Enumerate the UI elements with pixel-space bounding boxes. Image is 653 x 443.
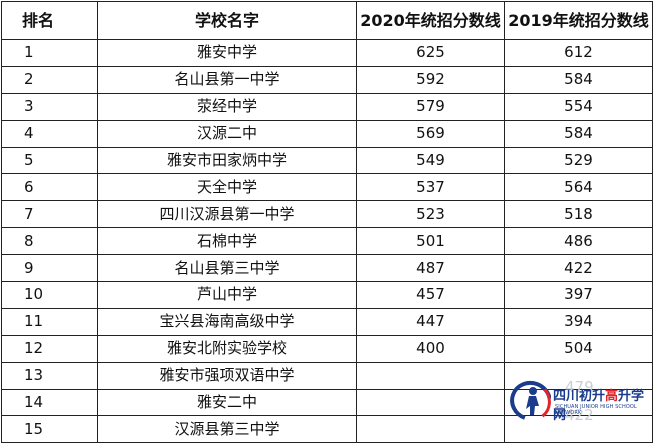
header-2019-score: 2019年统招分数线 [505, 2, 653, 40]
rank-cell: 10 [2, 282, 98, 309]
table-row: 7 四川汉源县第一中学 523 518 [2, 201, 653, 228]
rank-cell: 5 [2, 147, 98, 174]
score-2019-cell: 584 [505, 120, 653, 147]
school-name-cell: 天全中学 [98, 174, 357, 201]
school-name-cell: 芦山中学 [98, 282, 357, 309]
rank-cell: 2 [2, 66, 98, 93]
score-2020-cell: 549 [357, 147, 505, 174]
score-2019-cell: 518 [505, 201, 653, 228]
rank-cell: 15 [2, 416, 98, 443]
score-2020-cell [357, 416, 505, 443]
rank-cell: 3 [2, 93, 98, 120]
score-2019-cell: 554 [505, 93, 653, 120]
rank-cell: 14 [2, 389, 98, 416]
table-row: 14 雅安二中 [2, 389, 653, 416]
score-2020-cell: 487 [357, 255, 505, 282]
rank-cell: 11 [2, 308, 98, 335]
school-name-cell: 石棉中学 [98, 228, 357, 255]
score-2020-cell: 625 [357, 40, 505, 67]
rank-cell: 1 [2, 40, 98, 67]
score-2019-cell [505, 389, 653, 416]
table-row: 9 名山县第三中学 487 422 [2, 255, 653, 282]
table-row: 6 天全中学 537 564 [2, 174, 653, 201]
score-2019-cell: 584 [505, 66, 653, 93]
table-row: 11 宝兴县海南高级中学 447 394 [2, 308, 653, 335]
rank-cell: 13 [2, 362, 98, 389]
table-row: 10 芦山中学 457 397 [2, 282, 653, 309]
rank-cell: 12 [2, 335, 98, 362]
table-header-row: 排名 学校名字 2020年统招分数线 2019年统招分数线 [2, 2, 653, 40]
header-rank: 排名 [2, 2, 98, 40]
score-2020-cell: 457 [357, 282, 505, 309]
school-name-cell: 汉源二中 [98, 120, 357, 147]
score-2020-cell: 501 [357, 228, 505, 255]
score-2020-cell: 523 [357, 201, 505, 228]
score-2019-cell: 486 [505, 228, 653, 255]
school-name-cell: 名山县第三中学 [98, 255, 357, 282]
school-name-cell: 雅安北附实验学校 [98, 335, 357, 362]
rank-cell: 6 [2, 174, 98, 201]
header-2020-score: 2020年统招分数线 [357, 2, 505, 40]
score-2019-cell: 422 [505, 255, 653, 282]
score-2020-cell: 569 [357, 120, 505, 147]
table-row: 15 汉源县第三中学 [2, 416, 653, 443]
table-row: 8 石棉中学 501 486 [2, 228, 653, 255]
score-2020-cell [357, 389, 505, 416]
school-name-cell: 名山县第一中学 [98, 66, 357, 93]
table-row: 3 荥经中学 579 554 [2, 93, 653, 120]
rank-cell: 9 [2, 255, 98, 282]
score-2019-cell: 529 [505, 147, 653, 174]
rank-cell: 4 [2, 120, 98, 147]
table-row: 4 汉源二中 569 584 [2, 120, 653, 147]
school-name-cell: 宝兴县海南高级中学 [98, 308, 357, 335]
score-2020-cell [357, 362, 505, 389]
header-school-name: 学校名字 [98, 2, 357, 40]
school-name-cell: 雅安中学 [98, 40, 357, 67]
table-row: 12 雅安北附实验学校 400 504 [2, 335, 653, 362]
school-name-cell: 荥经中学 [98, 93, 357, 120]
table-row: 2 名山县第一中学 592 584 [2, 66, 653, 93]
rank-cell: 7 [2, 201, 98, 228]
score-2020-cell: 592 [357, 66, 505, 93]
score-2019-cell: 612 [505, 40, 653, 67]
score-2020-cell: 537 [357, 174, 505, 201]
score-2020-cell: 400 [357, 335, 505, 362]
score-2020-cell: 579 [357, 93, 505, 120]
score-2019-cell [505, 362, 653, 389]
score-2019-cell: 504 [505, 335, 653, 362]
score-2019-cell: 397 [505, 282, 653, 309]
score-2019-cell: 394 [505, 308, 653, 335]
score-2019-cell [505, 416, 653, 443]
school-name-cell: 雅安市田家炳中学 [98, 147, 357, 174]
school-name-cell: 四川汉源县第一中学 [98, 201, 357, 228]
score-2020-cell: 447 [357, 308, 505, 335]
school-name-cell: 雅安市强项双语中学 [98, 362, 357, 389]
school-name-cell: 汉源县第三中学 [98, 416, 357, 443]
table-row: 1 雅安中学 625 612 [2, 40, 653, 67]
school-name-cell: 雅安二中 [98, 389, 357, 416]
table-row: 5 雅安市田家炳中学 549 529 [2, 147, 653, 174]
score-2019-cell: 564 [505, 174, 653, 201]
table-row: 13 雅安市强项双语中学 [2, 362, 653, 389]
rank-cell: 8 [2, 228, 98, 255]
